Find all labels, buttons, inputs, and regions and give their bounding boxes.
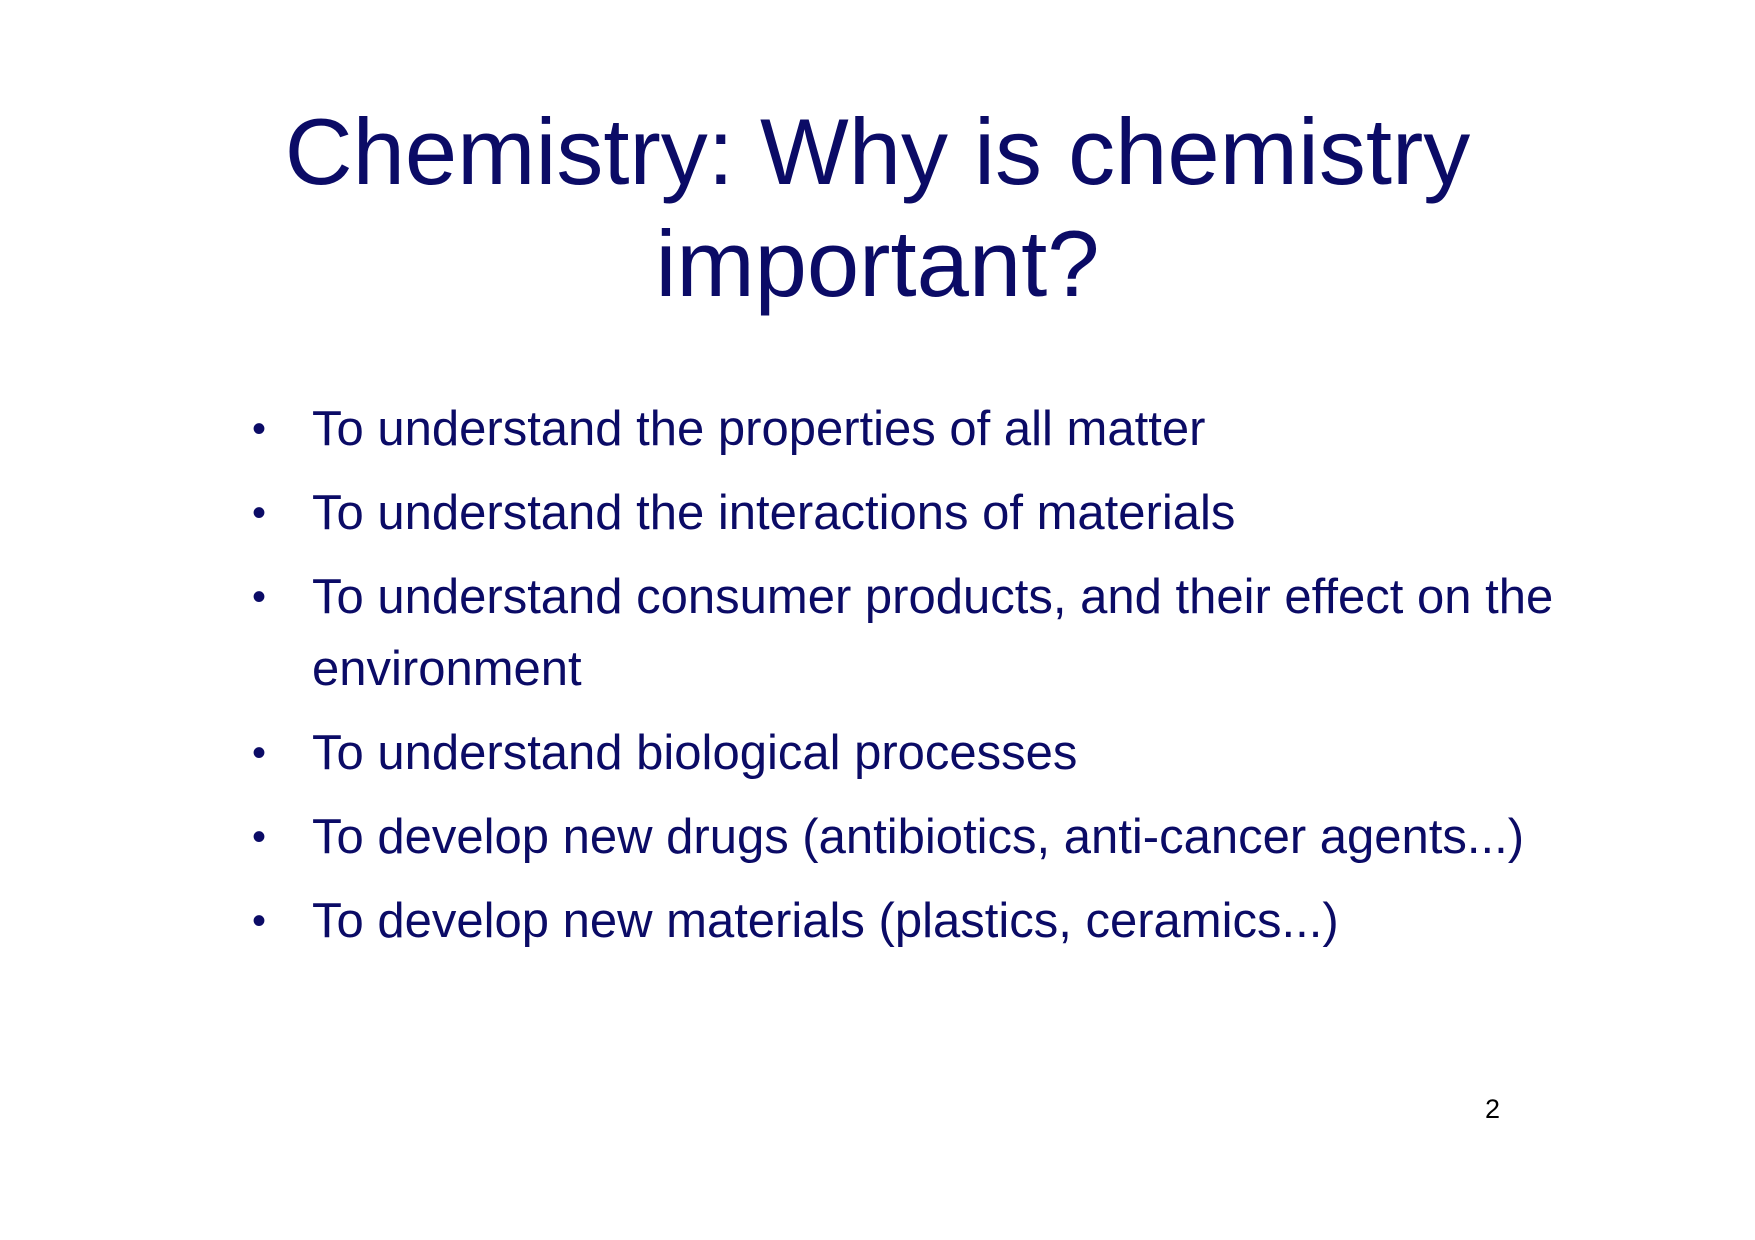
bullet-item-5: • To develop new drugs (antibiotics, ant…: [250, 801, 1580, 873]
bullet-icon: •: [252, 575, 267, 619]
bullet-item-3: • To understand consumer products, and t…: [250, 561, 1580, 705]
bullet-item-4: • To understand biological processes: [250, 717, 1580, 789]
bullet-icon: •: [252, 815, 267, 859]
bullet-item-6: • To develop new materials (plastics, ce…: [250, 885, 1580, 957]
bullet-list: • To understand the properties of all ma…: [250, 393, 1580, 969]
bullet-text: To understand the interactions of materi…: [312, 486, 1236, 540]
bullet-text: To understand biological processes: [312, 726, 1078, 780]
bullet-icon: •: [252, 491, 267, 535]
bullet-icon: •: [252, 899, 267, 943]
bullet-icon: •: [252, 407, 267, 451]
slide-title-line-1: Chemistry: Why is chemistry: [284, 99, 1471, 204]
bullet-text: To understand consumer products, and the…: [312, 570, 1554, 696]
bullet-text: To develop new drugs (antibiotics, anti-…: [312, 810, 1525, 864]
page-number: 2: [1485, 1094, 1501, 1124]
bullet-icon: •: [252, 731, 267, 775]
slide-title: Chemistry: Why is chemistry important?: [250, 96, 1505, 320]
bullet-text: To develop new materials (plastics, cera…: [312, 894, 1339, 948]
bullet-item-2: • To understand the interactions of mate…: [250, 477, 1580, 549]
bullet-item-1: • To understand the properties of all ma…: [250, 393, 1580, 465]
slide-title-line-2: important?: [655, 211, 1100, 316]
bullet-text: To understand the properties of all matt…: [312, 402, 1206, 456]
